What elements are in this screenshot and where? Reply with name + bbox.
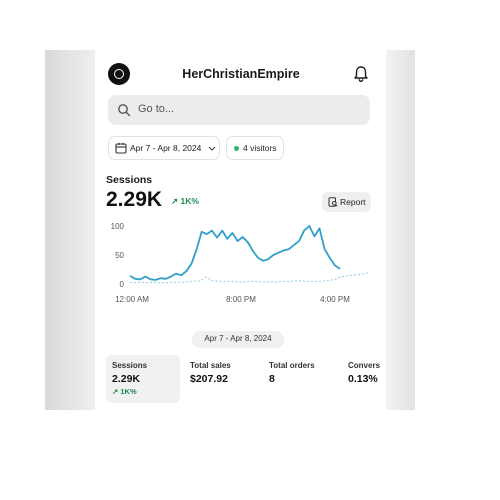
x-tick-label: 8:00 PM xyxy=(226,295,256,304)
sessions-value: 2.29K xyxy=(106,188,163,211)
live-dot-icon xyxy=(234,146,239,151)
store-name: HerChristianEmpire xyxy=(182,67,300,81)
metric-label: Total sales xyxy=(190,361,231,370)
metric-card-conversion[interactable]: Convers 0.13% xyxy=(342,355,386,403)
store-logo[interactable] xyxy=(108,63,130,85)
x-tick-label: 12:00 AM xyxy=(115,295,149,304)
app-screen: HerChristianEmpire Go to... Apr 7 - Apr … xyxy=(96,50,386,410)
visitors-label: 4 visitors xyxy=(243,143,277,153)
date-range-button[interactable]: Apr 7 - Apr 8, 2024 xyxy=(108,136,220,160)
report-icon xyxy=(328,197,338,207)
logo-mark-icon xyxy=(114,69,124,79)
metric-value: 8 xyxy=(269,373,275,385)
y-tick-label: 100 xyxy=(111,222,125,231)
app-header: HerChristianEmpire xyxy=(96,50,386,100)
metric-label: Convers xyxy=(348,361,381,370)
sessions-title: Sessions xyxy=(106,174,153,186)
metric-label: Sessions xyxy=(112,361,148,370)
metric-delta: ↗ 1K% xyxy=(112,387,137,396)
comparison-series-line xyxy=(129,271,371,284)
report-label: Report xyxy=(340,197,366,207)
sessions-delta: ↗ 1K% xyxy=(171,196,199,206)
sessions-series-line xyxy=(129,225,341,281)
search-placeholder: Go to... xyxy=(138,103,175,115)
metric-label: Total orders xyxy=(269,361,315,370)
sessions-chart: 100 50 0 12:00 AM 8:00 PM 4:00 PM xyxy=(111,222,371,304)
date-range-label: Apr 7 - Apr 8, 2024 xyxy=(130,143,202,153)
search-bar[interactable]: Go to... xyxy=(108,95,370,125)
metrics-row: Sessions 2.29K ↗ 1K% Total sales $207.92… xyxy=(106,355,386,405)
metric-value: 2.29K xyxy=(112,373,141,385)
x-tick-label: 4:00 PM xyxy=(320,295,350,304)
background-blur-right xyxy=(385,50,415,410)
metric-card-total-orders[interactable]: Total orders 8 xyxy=(263,355,339,403)
metric-card-total-sales[interactable]: Total sales $207.92 xyxy=(184,355,260,403)
background-blur-left xyxy=(45,50,95,410)
search-icon xyxy=(118,104,131,117)
y-tick-label: 50 xyxy=(115,251,124,260)
metric-value: 0.13% xyxy=(348,373,378,385)
bell-icon[interactable] xyxy=(353,65,369,83)
chevron-down-icon xyxy=(208,146,216,151)
y-tick-label: 0 xyxy=(120,280,125,289)
date-range-pill-label: Apr 7 - Apr 8, 2024 xyxy=(204,334,272,343)
metric-value: $207.92 xyxy=(190,373,228,385)
live-visitors-button[interactable]: 4 visitors xyxy=(226,136,284,160)
report-button[interactable]: Report xyxy=(322,192,371,212)
metric-card-sessions[interactable]: Sessions 2.29K ↗ 1K% xyxy=(106,355,180,403)
date-range-pill[interactable]: Apr 7 - Apr 8, 2024 xyxy=(192,331,284,348)
calendar-icon xyxy=(115,142,127,154)
